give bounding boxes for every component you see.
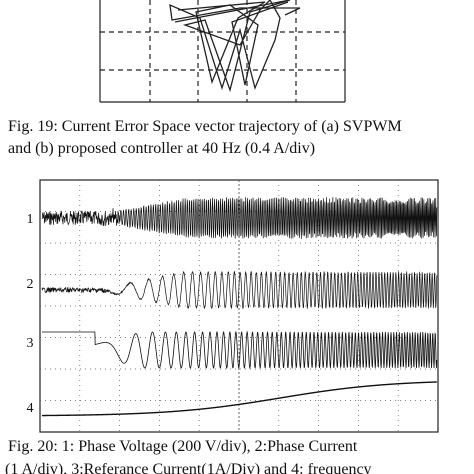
- channel-label: 1: [27, 212, 34, 227]
- trace-voltage: [41, 197, 438, 239]
- trace-current: [41, 270, 438, 310]
- channel-label: 3: [27, 336, 34, 351]
- grid: [100, 0, 345, 102]
- fig20-scope: [39, 179, 439, 433]
- caption: and (b) proposed controller at 40 Hz (0.…: [8, 140, 315, 157]
- channel-label: 4: [27, 401, 34, 416]
- trajectory: [169, 0, 301, 93]
- fig19-scope: [99, 0, 346, 103]
- trace-frequency: [42, 381, 437, 417]
- caption: Fig. 19: Current Error Space vector traj…: [8, 118, 402, 135]
- caption: Fig. 20: 1: Phase Voltage (200 V/div), 2…: [8, 438, 358, 455]
- channel-label: 2: [27, 277, 34, 292]
- trace-reference: [42, 330, 438, 370]
- caption: (1 A/div), 3:Referance Current(1A/Div) a…: [5, 461, 372, 474]
- trajectory: [177, 1, 289, 86]
